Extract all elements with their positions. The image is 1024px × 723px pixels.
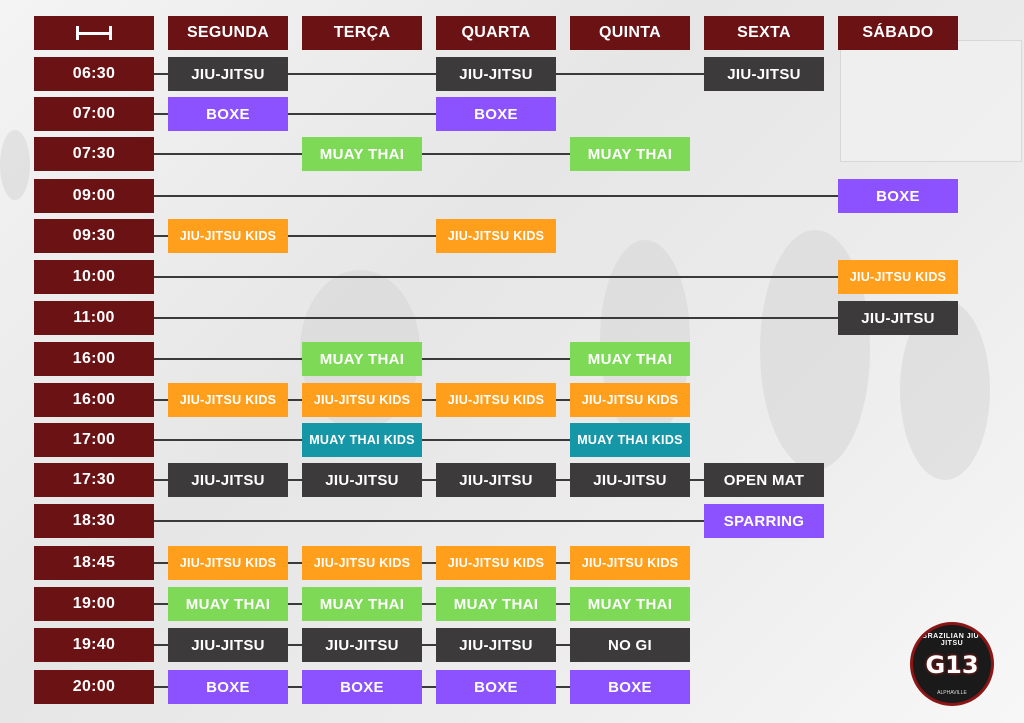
class-block: BOXE [168,670,288,704]
time-slot: 10:00 [34,260,154,294]
time-slot: 06:30 [34,57,154,91]
class-block: BOXE [168,97,288,131]
class-block: BOXE [436,670,556,704]
class-block: MUAY THAI [302,587,422,621]
time-slot: 07:30 [34,137,154,171]
day-header-4: SEXTA [704,16,824,50]
class-block: JIU-JITSU KIDS [436,219,556,253]
class-block: JIU-JITSU KIDS [570,383,690,417]
row-connector-line [154,113,496,115]
row-connector-line [154,235,496,237]
class-block: JIU-JITSU [302,463,422,497]
class-block: JIU-JITSU [436,57,556,91]
class-block: JIU-JITSU [168,628,288,662]
background-figure [0,130,30,200]
class-block: MUAY THAI [570,587,690,621]
class-block: BOXE [838,179,958,213]
class-block: JIU-JITSU [838,301,958,335]
class-block: JIU-JITSU [168,57,288,91]
class-block: MUAY THAI KIDS [302,423,422,457]
class-block: MUAY THAI [570,137,690,171]
day-header-1: TERÇA [302,16,422,50]
class-block: JIU-JITSU KIDS [838,260,958,294]
day-header-3: QUINTA [570,16,690,50]
class-block: JIU-JITSU [168,463,288,497]
class-block: JIU-JITSU KIDS [570,546,690,580]
class-block: MUAY THAI [436,587,556,621]
time-slot: 19:00 [34,587,154,621]
background-window [840,40,1022,162]
duration-icon [76,26,112,40]
class-block: JIU-JITSU KIDS [436,546,556,580]
class-block: NO GI [570,628,690,662]
day-header-5: SÁBADO [838,16,958,50]
time-slot: 19:40 [34,628,154,662]
class-block: JIU-JITSU KIDS [168,546,288,580]
class-block: JIU-JITSU [570,463,690,497]
class-block: JIU-JITSU KIDS [302,383,422,417]
time-slot: 07:00 [34,97,154,131]
class-block: JIU-JITSU KIDS [436,383,556,417]
class-block: BOXE [570,670,690,704]
time-slot: 16:00 [34,383,154,417]
time-slot: 11:00 [34,301,154,335]
class-block: JIU-JITSU [436,628,556,662]
class-block: MUAY THAI [570,342,690,376]
logo-mark: G13 [925,651,979,679]
time-slot: 17:30 [34,463,154,497]
class-block: JIU-JITSU [302,628,422,662]
row-connector-line [154,195,898,197]
class-block: SPARRING [704,504,824,538]
header-duration-cell [34,16,154,50]
class-block: JIU-JITSU KIDS [168,383,288,417]
class-block: MUAY THAI [302,137,422,171]
time-slot: 17:00 [34,423,154,457]
class-block: MUAY THAI KIDS [570,423,690,457]
row-connector-line [154,317,898,319]
class-block: MUAY THAI [168,587,288,621]
time-slot: 18:30 [34,504,154,538]
logo-bottom-text: ALPHAVILLE [937,690,967,696]
class-block: BOXE [302,670,422,704]
time-slot: 20:00 [34,670,154,704]
time-slot: 09:30 [34,219,154,253]
row-connector-line [154,520,764,522]
time-slot: 18:45 [34,546,154,580]
time-slot: 09:00 [34,179,154,213]
row-connector-line [154,276,898,278]
class-block: BOXE [436,97,556,131]
class-block: JIU-JITSU KIDS [168,219,288,253]
class-block: OPEN MAT [704,463,824,497]
class-block: JIU-JITSU [436,463,556,497]
class-block: JIU-JITSU [704,57,824,91]
gym-logo: BRAZILIAN JIU-JITSU G13 ALPHAVILLE [910,622,994,706]
time-slot: 16:00 [34,342,154,376]
class-block: JIU-JITSU KIDS [302,546,422,580]
day-header-2: QUARTA [436,16,556,50]
class-block: MUAY THAI [302,342,422,376]
day-header-0: SEGUNDA [168,16,288,50]
logo-top-text: BRAZILIAN JIU-JITSU [922,633,982,647]
